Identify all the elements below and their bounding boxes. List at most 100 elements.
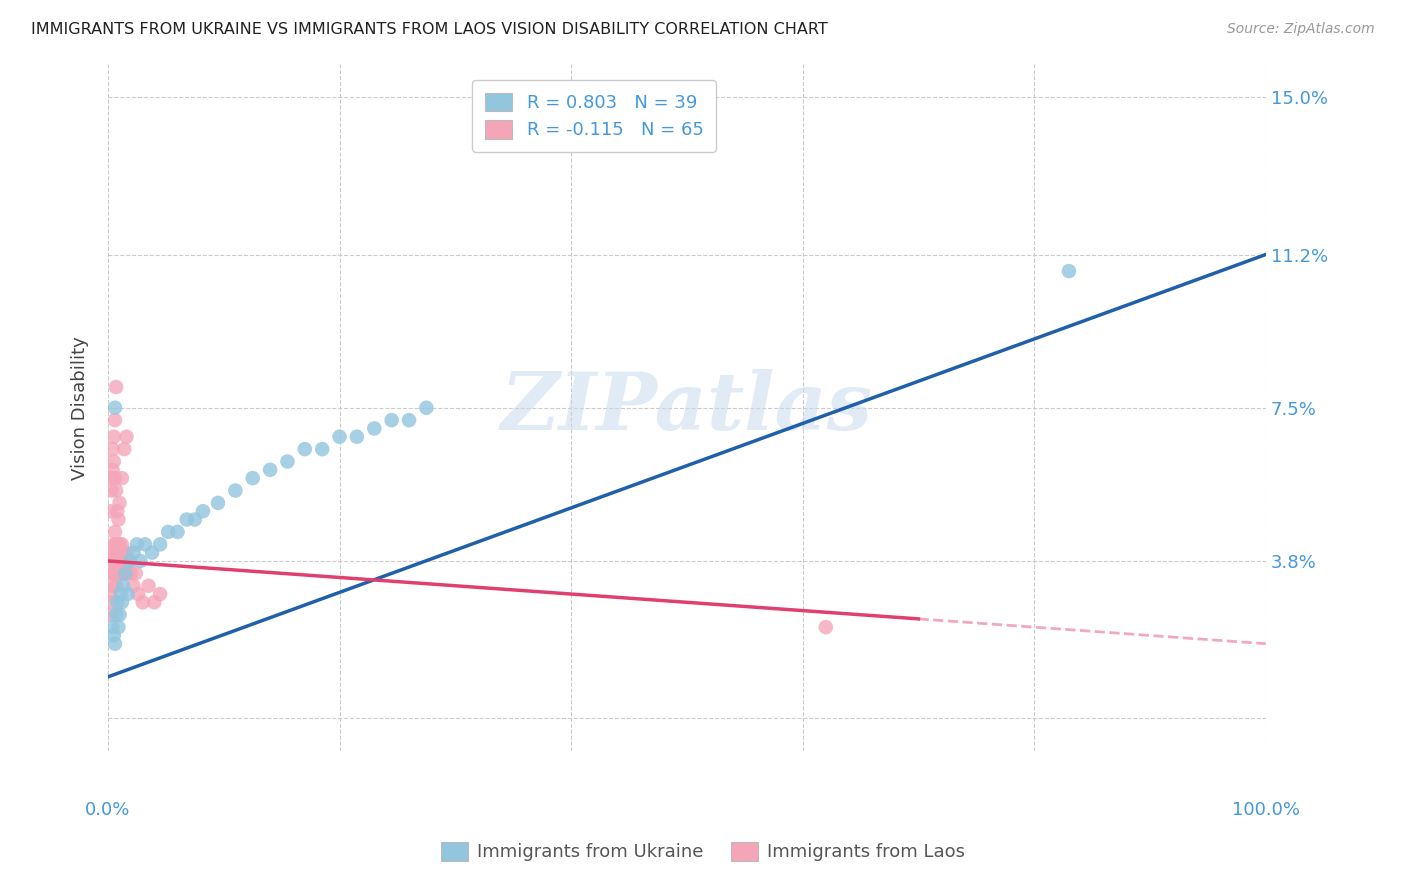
Point (105, 607, 128, 622)
Point (98, 587, 121, 601)
Text: 0.0%: 0.0% (86, 801, 131, 819)
Point (122, 546, 145, 560)
Point (184, 512, 207, 526)
Point (814, 620, 837, 634)
Point (207, 496, 229, 510)
Point (122, 579, 145, 593)
Point (115, 430, 138, 444)
Point (125, 566, 148, 581)
Point (104, 566, 127, 581)
Point (346, 430, 368, 444)
Point (191, 504, 214, 518)
Point (105, 595, 128, 609)
Point (415, 401, 437, 415)
Point (112, 566, 135, 581)
Point (141, 546, 163, 560)
Legend: Immigrants from Ukraine, Immigrants from Laos: Immigrants from Ukraine, Immigrants from… (430, 831, 976, 872)
Point (101, 566, 124, 581)
Point (114, 566, 136, 581)
Text: 100.0%: 100.0% (1232, 801, 1299, 819)
Point (112, 554, 135, 568)
Point (100, 546, 122, 560)
Point (105, 483, 128, 498)
Point (105, 546, 128, 560)
Point (101, 554, 124, 568)
Point (105, 579, 128, 593)
Point (103, 454, 125, 468)
Point (117, 566, 139, 581)
Point (125, 537, 148, 551)
Point (294, 442, 316, 456)
Point (328, 430, 350, 444)
Point (129, 554, 152, 568)
Point (104, 471, 127, 485)
Point (111, 537, 134, 551)
Point (100, 471, 122, 485)
Point (105, 554, 128, 568)
Point (107, 512, 129, 526)
Point (108, 607, 131, 622)
Point (111, 471, 134, 485)
Point (381, 413, 404, 427)
Point (110, 587, 132, 601)
Point (104, 413, 127, 427)
Text: Source: ZipAtlas.com: Source: ZipAtlas.com (1227, 22, 1375, 37)
Point (108, 537, 131, 551)
Point (111, 554, 134, 568)
Point (143, 595, 166, 609)
Point (107, 554, 129, 568)
Point (105, 504, 128, 518)
Point (112, 579, 135, 593)
Text: ZIPatlas: ZIPatlas (501, 369, 873, 447)
Point (105, 537, 128, 551)
Point (103, 628, 125, 642)
Point (363, 421, 385, 435)
Point (104, 546, 127, 560)
Point (101, 620, 124, 634)
Point (103, 537, 125, 551)
Point (105, 566, 128, 581)
Point (132, 595, 155, 609)
Point (108, 554, 131, 568)
Point (1057, 264, 1080, 278)
Point (110, 546, 132, 560)
Point (105, 537, 128, 551)
Point (149, 537, 172, 551)
Point (127, 587, 149, 601)
Y-axis label: Vision Disability: Vision Disability (72, 336, 89, 480)
Point (112, 546, 135, 560)
Point (398, 413, 420, 427)
Point (107, 546, 129, 560)
Legend: R = 0.803   N = 39, R = -0.115   N = 65: R = 0.803 N = 39, R = -0.115 N = 65 (472, 80, 716, 152)
Point (103, 566, 125, 581)
Point (103, 554, 125, 568)
Point (103, 430, 125, 444)
Point (118, 554, 141, 568)
Point (104, 637, 127, 651)
Point (134, 537, 156, 551)
Point (100, 483, 122, 498)
Point (224, 483, 246, 498)
Point (110, 566, 132, 581)
Point (108, 566, 131, 581)
Point (120, 566, 142, 581)
Point (100, 595, 122, 609)
Point (101, 579, 124, 593)
Point (103, 546, 125, 560)
Point (111, 595, 134, 609)
Point (108, 496, 131, 510)
Point (114, 566, 136, 581)
Point (276, 454, 298, 468)
Point (259, 463, 281, 477)
Point (157, 524, 180, 539)
Point (242, 471, 264, 485)
Point (101, 463, 124, 477)
Point (149, 587, 172, 601)
Point (105, 554, 128, 568)
Point (117, 587, 139, 601)
Point (166, 524, 188, 539)
Point (176, 512, 198, 526)
Point (98, 504, 121, 518)
Point (118, 554, 141, 568)
Point (101, 442, 124, 456)
